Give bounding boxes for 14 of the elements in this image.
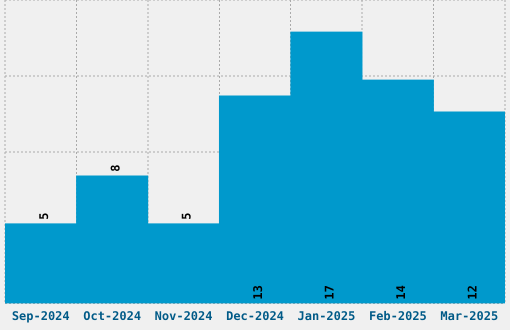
data-label: 13 [251, 285, 266, 300]
x-tick-label: Dec-2024 [226, 308, 284, 323]
x-tick-label: Oct-2024 [83, 308, 142, 323]
x-tick-label: Mar-2025 [440, 308, 498, 323]
data-label: 17 [322, 285, 337, 300]
data-label: 12 [465, 285, 480, 300]
data-label: 8 [108, 164, 122, 172]
x-tick-label: Sep-2024 [12, 308, 70, 323]
x-tick-label: Jan-2025 [298, 308, 356, 323]
x-tick-label: Feb-2025 [368, 308, 427, 323]
data-label: 5 [180, 212, 194, 220]
x-tick-label: Nov-2024 [154, 308, 212, 323]
data-label: 5 [36, 212, 51, 220]
data-label: 14 [394, 285, 408, 300]
